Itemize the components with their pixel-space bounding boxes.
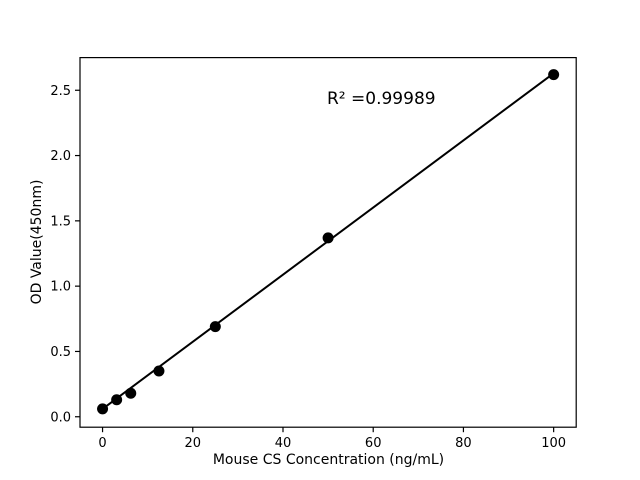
data-point	[322, 232, 334, 244]
y-tick-label: 0.0	[50, 410, 71, 425]
y-tick-label: 1.0	[50, 280, 71, 295]
x-tick-label: 100	[541, 436, 566, 451]
x-tick-label: 0	[98, 436, 106, 451]
y-tick-label: 0.5	[50, 345, 71, 360]
x-tick-label: 80	[455, 436, 472, 451]
x-tick-label: 20	[184, 436, 201, 451]
data-point	[111, 394, 123, 406]
y-tick-label: 2.0	[50, 149, 71, 164]
data-point	[125, 387, 137, 399]
data-point	[97, 403, 109, 415]
x-tick-label: 40	[275, 436, 292, 451]
x-tick-label: 60	[365, 436, 382, 451]
data-point	[209, 321, 221, 333]
r-squared-annotation: R² =0.99989	[327, 89, 436, 109]
data-point	[548, 69, 560, 81]
data-point	[153, 365, 165, 377]
y-axis-label: OD Value(450nm)	[29, 179, 45, 305]
y-tick-label: 1.5	[50, 214, 71, 229]
y-tick-label: 2.5	[50, 84, 71, 99]
axes-frame	[79, 56, 577, 428]
x-axis-label: Mouse CS Concentration (ng/mL)	[212, 452, 445, 468]
